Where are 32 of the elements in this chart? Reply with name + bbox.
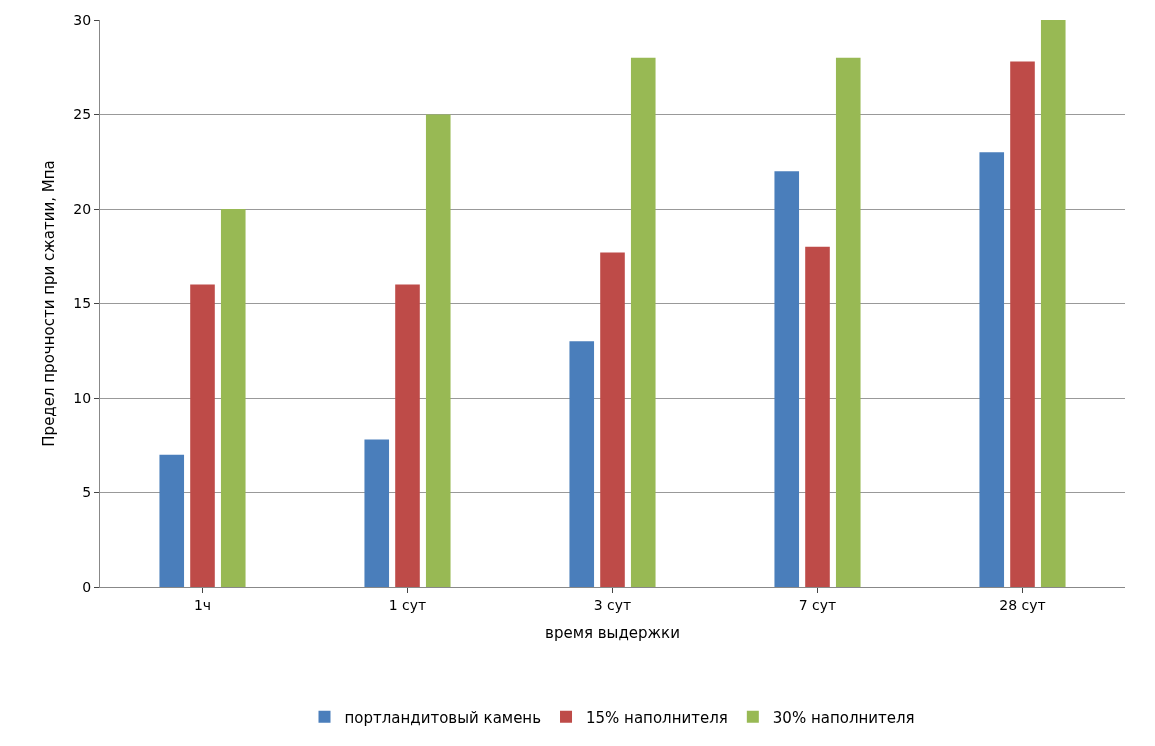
- bar: [835, 57, 861, 587]
- bar: [1040, 20, 1066, 587]
- bar: [395, 284, 420, 587]
- x-axis-title: время выдержки: [545, 623, 680, 642]
- bar: [569, 341, 595, 587]
- bar: [159, 454, 185, 587]
- bar: [364, 439, 390, 587]
- y-tick-label: 30: [73, 11, 92, 28]
- x-tick-label: 7 сут: [798, 596, 837, 613]
- x-tick-label: 28 сут: [999, 596, 1046, 613]
- bar: [630, 57, 656, 587]
- bar: [425, 114, 451, 587]
- y-tick-label: 5: [82, 484, 92, 501]
- x-tick-label: 1 сут: [388, 596, 427, 613]
- y-tick-label: 20: [73, 200, 92, 217]
- bar: [805, 246, 830, 587]
- bar: [220, 209, 246, 587]
- y-tick-label: 15: [73, 295, 92, 312]
- bar: [1010, 61, 1035, 587]
- legend-label: портландитовый камень: [344, 708, 542, 727]
- bar: [600, 252, 625, 587]
- x-tick-label: 3 сут: [593, 596, 632, 613]
- bar: [774, 171, 800, 587]
- bar: [979, 152, 1005, 587]
- y-axis-title: Предел прочности при сжатии, Мпа: [39, 160, 58, 447]
- y-tick-label: 25: [73, 106, 92, 123]
- legend-label: 15% наполнителя: [586, 708, 728, 727]
- y-tick-label: 0: [82, 578, 92, 595]
- legend-label: 30% наполнителя: [772, 708, 915, 727]
- x-tick-label: 1ч: [193, 596, 212, 613]
- bar: [190, 284, 215, 587]
- y-tick-label: 10: [73, 389, 92, 406]
